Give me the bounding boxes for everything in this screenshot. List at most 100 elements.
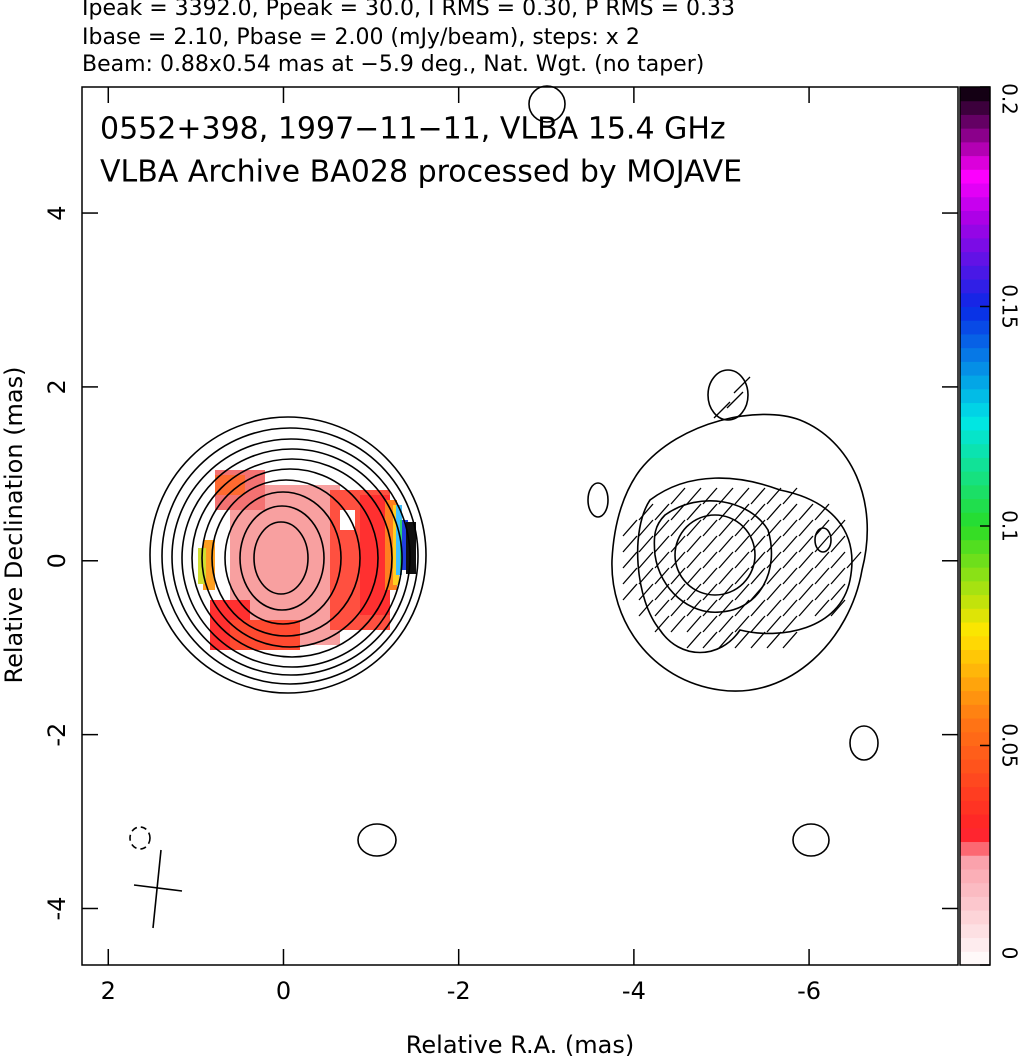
annotation: 0552+398, 1997−11−11, VLBA 15.4 GHz	[100, 112, 726, 147]
vector	[734, 631, 750, 649]
colorbar-step	[960, 471, 990, 486]
colorbar-step	[960, 306, 990, 321]
pixel	[340, 510, 355, 530]
vector	[638, 519, 654, 537]
colorbar-step	[960, 361, 990, 376]
vector	[734, 583, 750, 601]
vector	[702, 487, 718, 505]
vector	[670, 599, 686, 617]
vector	[798, 599, 814, 617]
colorbar-step	[960, 484, 990, 500]
vector	[670, 551, 686, 569]
colorbar-step	[960, 718, 990, 733]
vector	[686, 583, 702, 601]
colorbar-step	[960, 731, 990, 746]
pixel	[396, 505, 402, 575]
vector	[766, 615, 782, 633]
vector	[702, 583, 718, 601]
x-tick-label: 0	[276, 977, 291, 1005]
colorbar-step	[960, 827, 990, 843]
colorbar-step	[960, 100, 990, 115]
vector	[830, 599, 846, 617]
vector	[718, 487, 734, 505]
colorbar-step	[960, 608, 990, 623]
vector	[670, 503, 686, 521]
vector	[670, 535, 686, 553]
vector	[686, 535, 702, 553]
vector	[798, 583, 814, 601]
colorbar-step	[960, 553, 990, 568]
vector	[654, 583, 670, 601]
pixel	[406, 522, 416, 574]
vector	[782, 631, 798, 649]
vector	[750, 567, 766, 585]
vector	[814, 599, 830, 617]
vector	[750, 551, 766, 569]
vector	[670, 583, 686, 601]
colorbar-step	[960, 676, 990, 692]
vector	[766, 535, 782, 553]
vector	[830, 519, 846, 537]
vector	[830, 535, 846, 553]
colorbar-step	[960, 923, 990, 939]
vector	[622, 583, 638, 601]
colorbar-step	[960, 663, 990, 678]
plot-frame	[81, 86, 959, 966]
vector	[734, 535, 750, 553]
colorbar-step	[960, 402, 990, 417]
y-axis-label: Relative Declination (mas)	[0, 366, 28, 683]
vector	[686, 503, 702, 521]
vector	[830, 551, 846, 569]
vector	[718, 503, 734, 521]
vector	[718, 567, 734, 585]
colorbar-step	[960, 594, 990, 609]
colorbar-step	[960, 183, 990, 198]
vector	[814, 519, 830, 537]
vector	[702, 615, 718, 633]
colorbar-step	[960, 114, 990, 129]
vector	[734, 487, 750, 505]
vector	[782, 487, 798, 505]
colorbar-step	[960, 635, 990, 650]
vector	[702, 551, 718, 569]
colorbar-step	[960, 690, 990, 705]
vector	[638, 551, 654, 569]
vector	[654, 567, 670, 585]
header-line: Ipeak = 3392.0, Ppeak = 30.0, I RMS = 0.…	[82, 0, 735, 21]
colorbar-step	[960, 210, 990, 225]
colorbar-step	[960, 429, 990, 445]
colorbar-step	[960, 745, 990, 760]
vector	[814, 567, 830, 585]
vector	[713, 401, 731, 419]
colorbar-step	[960, 539, 990, 554]
vector	[718, 535, 734, 553]
colorbar-step	[960, 443, 990, 458]
vector	[750, 519, 766, 537]
vector	[726, 391, 744, 409]
vector	[750, 535, 766, 553]
vector	[702, 503, 718, 521]
vector	[622, 519, 638, 537]
vector	[686, 519, 702, 537]
colorbar-step	[960, 951, 990, 966]
colorbar-tick-label: 0.15	[998, 284, 1021, 329]
colorbar-step	[960, 279, 990, 294]
vector	[830, 583, 846, 601]
colorbar-tick-label: 0.2	[998, 83, 1021, 115]
pixel	[230, 620, 300, 650]
vector	[734, 551, 750, 569]
colorbar-step	[960, 772, 990, 788]
colorbar-step	[960, 498, 990, 513]
vector	[734, 519, 750, 537]
colorbar-step	[960, 649, 990, 664]
vector	[670, 519, 686, 537]
x-axis-label: Relative R.A. (mas)	[406, 1031, 634, 1059]
colorbar-step	[960, 333, 990, 349]
vector	[814, 551, 830, 569]
vector	[814, 583, 830, 601]
colorbar-step	[960, 375, 990, 390]
colorbar-step	[960, 910, 990, 925]
vector	[782, 503, 798, 521]
colorbar-step	[960, 347, 990, 362]
